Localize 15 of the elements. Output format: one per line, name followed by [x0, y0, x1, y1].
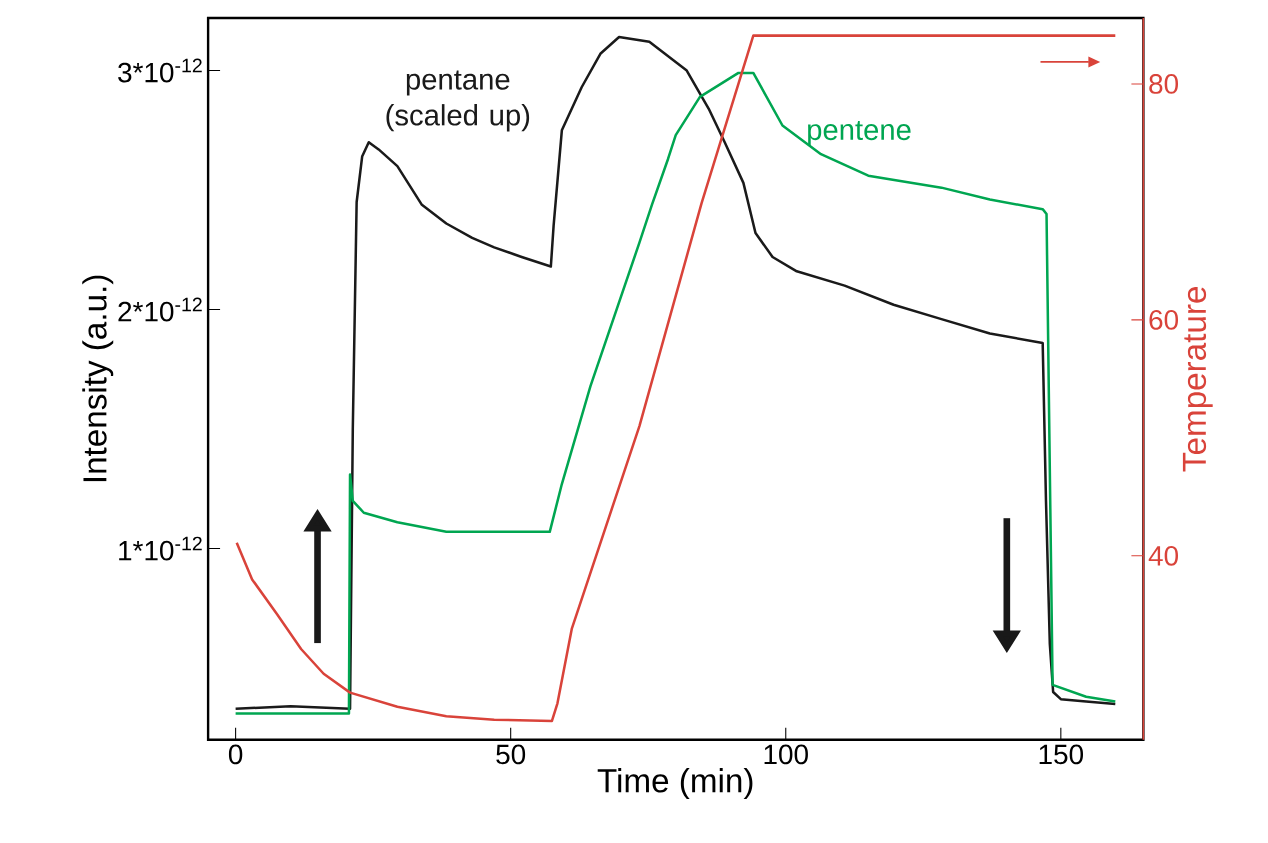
x-axis-title: Time (min) — [597, 768, 753, 800]
x-tick-label: 50 — [496, 744, 526, 765]
x-tick-label: 150 — [1039, 744, 1084, 765]
y2-tick-label: 80 — [1149, 74, 1179, 95]
series-label: pentene — [808, 121, 911, 147]
series-label: pentane (scaled up) — [386, 70, 530, 132]
y-tick-label: 2*10$^{-12}$ — [118, 297, 202, 322]
y-axis-title: Intensity (a.u.) — [82, 275, 114, 482]
y-tick-label: 1*10$^{-12}$ — [119, 536, 202, 561]
x-tick-label: 100 — [764, 744, 808, 765]
y2-axis-title: Temperature — [1182, 287, 1213, 472]
x-tick-label: 0 — [228, 744, 243, 765]
y2-tick-label: 40 — [1148, 546, 1179, 566]
y2-tick-label: 60 — [1149, 310, 1179, 331]
y-tick-label: 3*10$^{-12}$ — [118, 58, 202, 83]
